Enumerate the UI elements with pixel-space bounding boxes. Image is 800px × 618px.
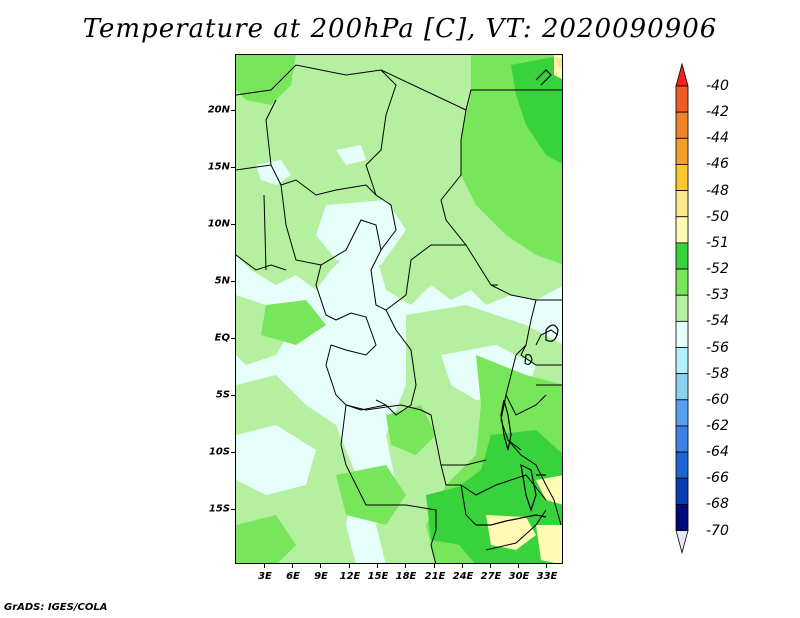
map-plot-area — [235, 54, 563, 564]
color-bar-label: -66 — [706, 470, 729, 487]
lon-label-3e: 3E — [258, 571, 272, 582]
temperature-field — [236, 55, 562, 563]
lat-label-15n: 15N — [207, 161, 230, 173]
color-bar-box — [675, 242, 689, 270]
color-bar-label: -48 — [706, 182, 729, 199]
lon-label-33e: 33E — [536, 571, 558, 582]
color-bar-box — [675, 268, 689, 296]
color-bar-over-triangle — [675, 62, 689, 87]
lat-label-eq: EQ — [214, 332, 230, 344]
color-bar-label: -53 — [706, 287, 729, 304]
color-bar — [675, 62, 689, 555]
color-bar-under-triangle — [675, 530, 689, 555]
color-bar-box — [675, 294, 689, 322]
color-bar-box — [675, 373, 689, 401]
color-bar-label: -46 — [706, 156, 729, 173]
lon-label-12e: 12E — [339, 571, 361, 582]
lat-label-5n: 5N — [214, 275, 230, 287]
lat-label-10s: 10S — [208, 446, 230, 458]
lat-label-15s: 15S — [208, 503, 230, 515]
color-bar-label: -50 — [706, 208, 729, 225]
color-bar-box — [675, 190, 689, 218]
color-bar-box — [675, 320, 689, 348]
color-bar-label: -70 — [706, 522, 729, 539]
color-bar-box — [675, 164, 689, 191]
chart-title: Temperature at 200hPa [C], VT: 202009090… — [82, 14, 718, 44]
lat-label-10n: 10N — [207, 218, 230, 230]
color-bar-label: -40 — [706, 78, 729, 94]
lat-label-20n: 20N — [207, 104, 230, 116]
color-bar-box — [675, 477, 689, 505]
color-bar-label: -62 — [706, 417, 729, 434]
color-bar-box — [675, 85, 689, 113]
color-bar-box — [675, 137, 689, 165]
color-bar-label: -58 — [706, 365, 729, 382]
lon-label-18e: 18E — [395, 571, 417, 582]
color-bar-label: -60 — [706, 391, 729, 408]
color-bar-box — [675, 503, 689, 531]
color-bar-label: -42 — [706, 104, 729, 121]
color-bar-box — [675, 425, 689, 453]
lon-label-9e: 9E — [314, 571, 328, 582]
color-bar-box — [675, 216, 689, 244]
color-bar-box — [675, 399, 689, 427]
lon-label-15e: 15E — [367, 571, 389, 582]
color-bar-label: -54 — [706, 313, 729, 330]
color-bar-box — [675, 111, 689, 139]
color-bar-label: -44 — [706, 130, 729, 147]
lon-label-27e: 27E — [480, 571, 502, 582]
color-bar-label: -68 — [706, 496, 729, 513]
lon-label-6e: 6E — [286, 571, 300, 582]
color-bar-box — [675, 347, 689, 375]
lat-label-5s: 5S — [215, 389, 230, 401]
color-bar-label: -51 — [706, 234, 729, 251]
color-bar-label: -64 — [706, 444, 729, 461]
credit-text: GrADS: IGES/COLA — [4, 602, 108, 613]
color-bar-label: -52 — [706, 261, 729, 278]
lon-label-24e: 24E — [452, 571, 474, 582]
color-bar-box — [675, 451, 689, 479]
lon-label-21e: 21E — [424, 571, 446, 582]
color-bar-label: -56 — [706, 339, 729, 356]
lon-label-30e: 30E — [508, 571, 530, 582]
